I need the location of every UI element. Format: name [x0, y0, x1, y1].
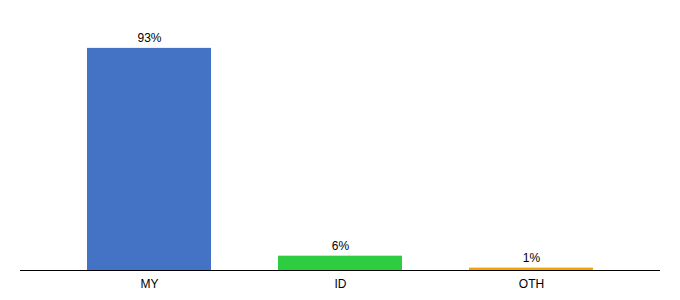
svg-text:ID: ID [335, 277, 347, 291]
svg-text:6%: 6% [332, 239, 350, 253]
svg-text:OTH: OTH [519, 277, 544, 291]
svg-text:MY: MY [141, 277, 159, 291]
svg-text:1%: 1% [523, 251, 541, 265]
svg-text:93%: 93% [137, 31, 161, 45]
